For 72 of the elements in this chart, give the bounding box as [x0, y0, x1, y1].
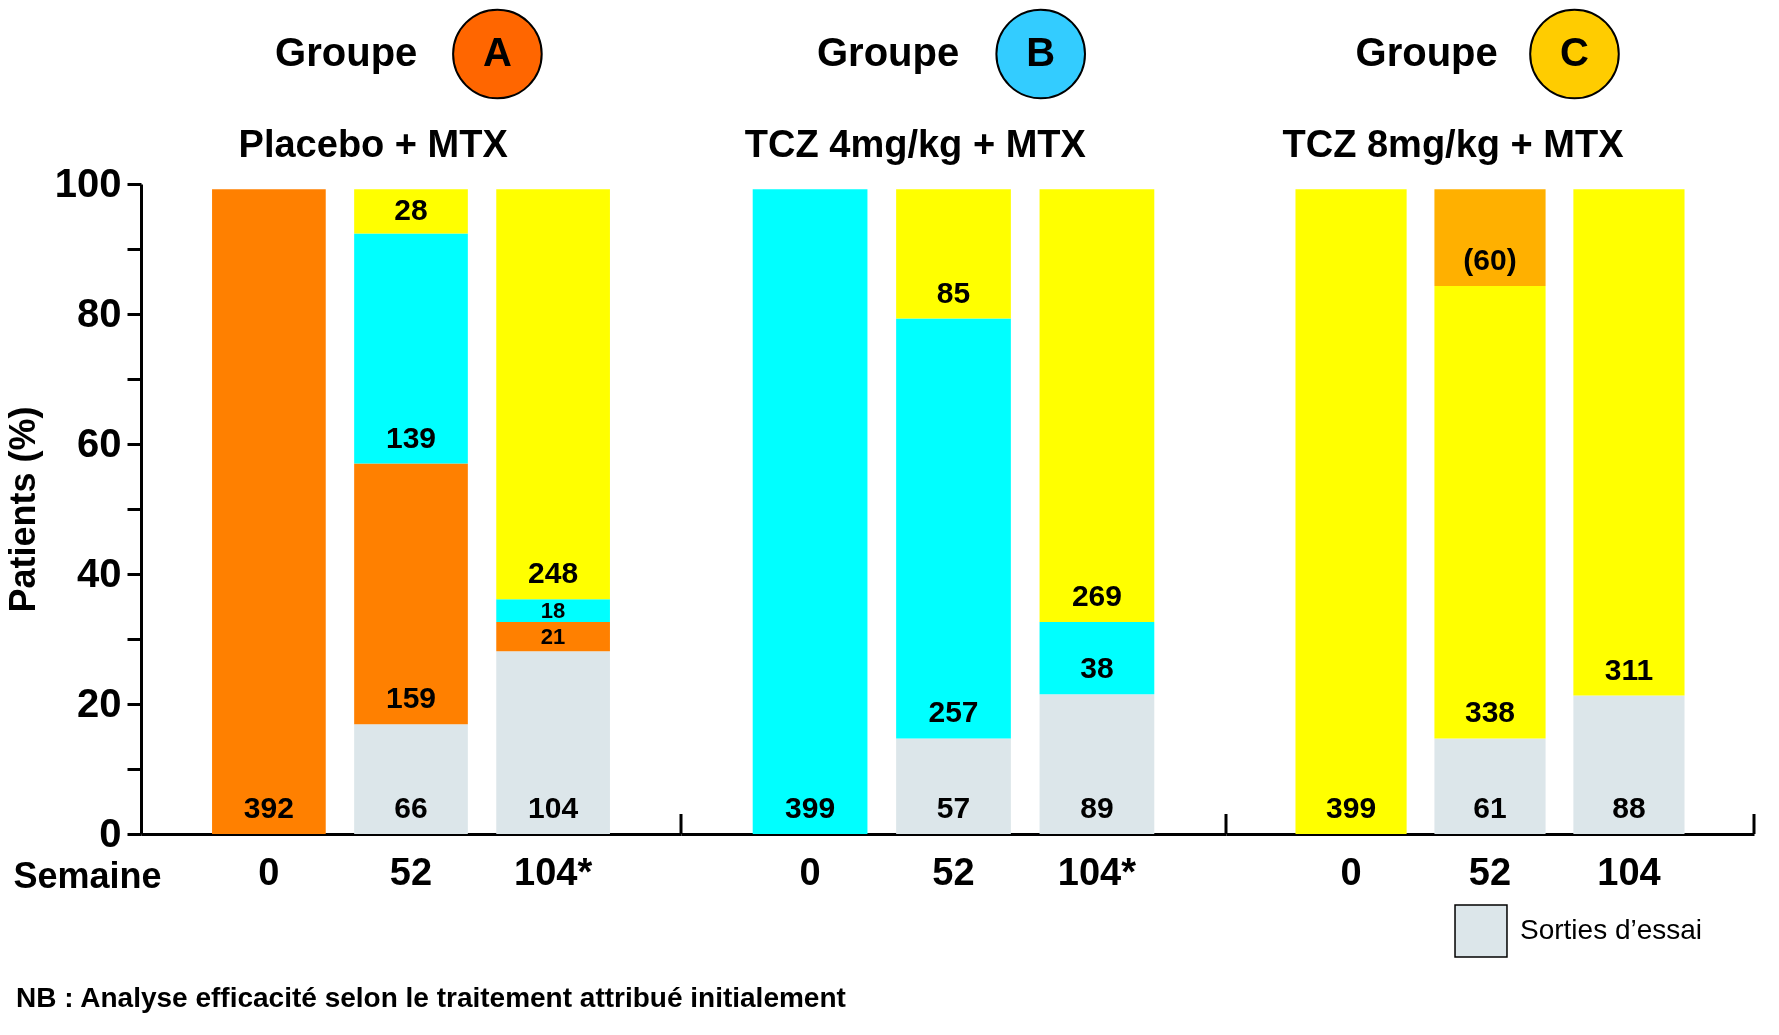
annotation: 21: [540, 623, 566, 649]
bar: [496, 599, 610, 623]
annotation: 159: [385, 681, 437, 715]
annotation: 28: [394, 193, 428, 227]
bar: [1039, 694, 1155, 834]
x-tick-label: 52: [932, 850, 975, 893]
annotation: 38: [1080, 651, 1114, 685]
annotation: 61: [1473, 791, 1507, 824]
annotation: 66: [394, 791, 428, 824]
bar: [1295, 189, 1407, 834]
annotation: 399: [1326, 791, 1377, 824]
y-tick-label: 40: [77, 550, 122, 595]
y-tick-label: 20: [77, 680, 122, 725]
y-tick-label: 80: [77, 290, 122, 335]
y-axis-title: Patients (%): [1, 406, 43, 613]
bar: [752, 189, 868, 834]
bar: [354, 233, 468, 464]
text: B: [1026, 30, 1056, 74]
annotation: 248: [528, 556, 579, 590]
text: C: [1560, 30, 1589, 74]
x-tick-label: 0: [1340, 850, 1362, 893]
y-tick-label: 0: [99, 810, 122, 855]
bar: [496, 189, 610, 600]
text: NB : Analyse efficacité selon le traitement attribué initialement: [16, 982, 846, 1013]
bar: [1434, 189, 1546, 287]
chart-subtitle: TCZ 8mg/kg + MTX: [1282, 123, 1625, 165]
bar: [896, 318, 1011, 739]
annotation: 399: [785, 791, 836, 824]
chart-title: Groupe: [816, 30, 960, 74]
bar: [896, 738, 1011, 834]
annotation: 57: [936, 791, 971, 824]
bar: [896, 189, 1011, 319]
annotation: (60): [1463, 243, 1517, 277]
annotation: 89: [1080, 791, 1114, 824]
bar: [354, 724, 468, 834]
bar: [496, 651, 610, 834]
bar: [1573, 695, 1685, 834]
x-tick-label: 104*: [514, 850, 593, 893]
chart-subtitle: Placebo + MTX: [238, 123, 509, 165]
chart-subtitle: TCZ 4mg/kg + MTX: [744, 123, 1087, 165]
bar: [1573, 189, 1685, 696]
annotation: 269: [1071, 579, 1122, 613]
annotation: 338: [1464, 695, 1516, 729]
chart-title: Groupe: [1355, 30, 1498, 74]
annotation: 257: [928, 695, 979, 729]
annotation: 139: [385, 420, 437, 454]
x-tick-label: 0: [258, 850, 280, 893]
bar: [496, 622, 610, 652]
annotation: 392: [243, 791, 294, 824]
y-tick-label: 60: [77, 420, 122, 465]
annotation: 104: [528, 791, 579, 824]
x-tick-label: 0: [799, 850, 821, 893]
y-tick-label: 100: [54, 160, 122, 205]
x-axis-title: Semaine: [13, 854, 162, 896]
annotation: 85: [936, 275, 971, 309]
x-tick-label: 52: [1468, 850, 1512, 893]
annotation: 311: [1604, 652, 1654, 686]
bar: [1039, 189, 1155, 623]
x-tick-label: 104: [1597, 850, 1661, 893]
bar: [1039, 622, 1155, 695]
annotation: 18: [540, 597, 566, 623]
bar: [1434, 738, 1546, 834]
annotation: 88: [1612, 791, 1646, 824]
x-tick-label: 52: [389, 850, 433, 893]
chart-title: Groupe: [275, 30, 418, 74]
bar: [1434, 286, 1546, 739]
bar: [212, 189, 326, 834]
text: A: [482, 30, 512, 74]
x-tick-label: 104*: [1057, 850, 1137, 893]
bar: [354, 463, 468, 725]
bar: [354, 189, 468, 234]
legend-label: Sorties d’essai: [1520, 914, 1703, 945]
